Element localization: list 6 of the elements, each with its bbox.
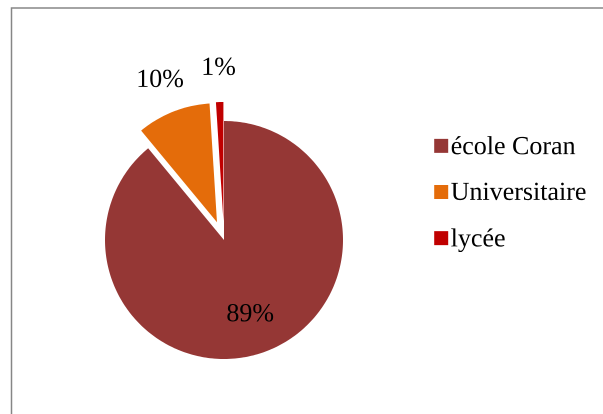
legend-label: lycée: [451, 228, 505, 252]
data-label: 89%: [227, 304, 274, 322]
legend-label: Universitaire: [451, 182, 586, 200]
legend-label: école Coran: [452, 136, 576, 154]
data-label: 10%: [138, 70, 183, 88]
data-label: 1%: [203, 58, 235, 76]
